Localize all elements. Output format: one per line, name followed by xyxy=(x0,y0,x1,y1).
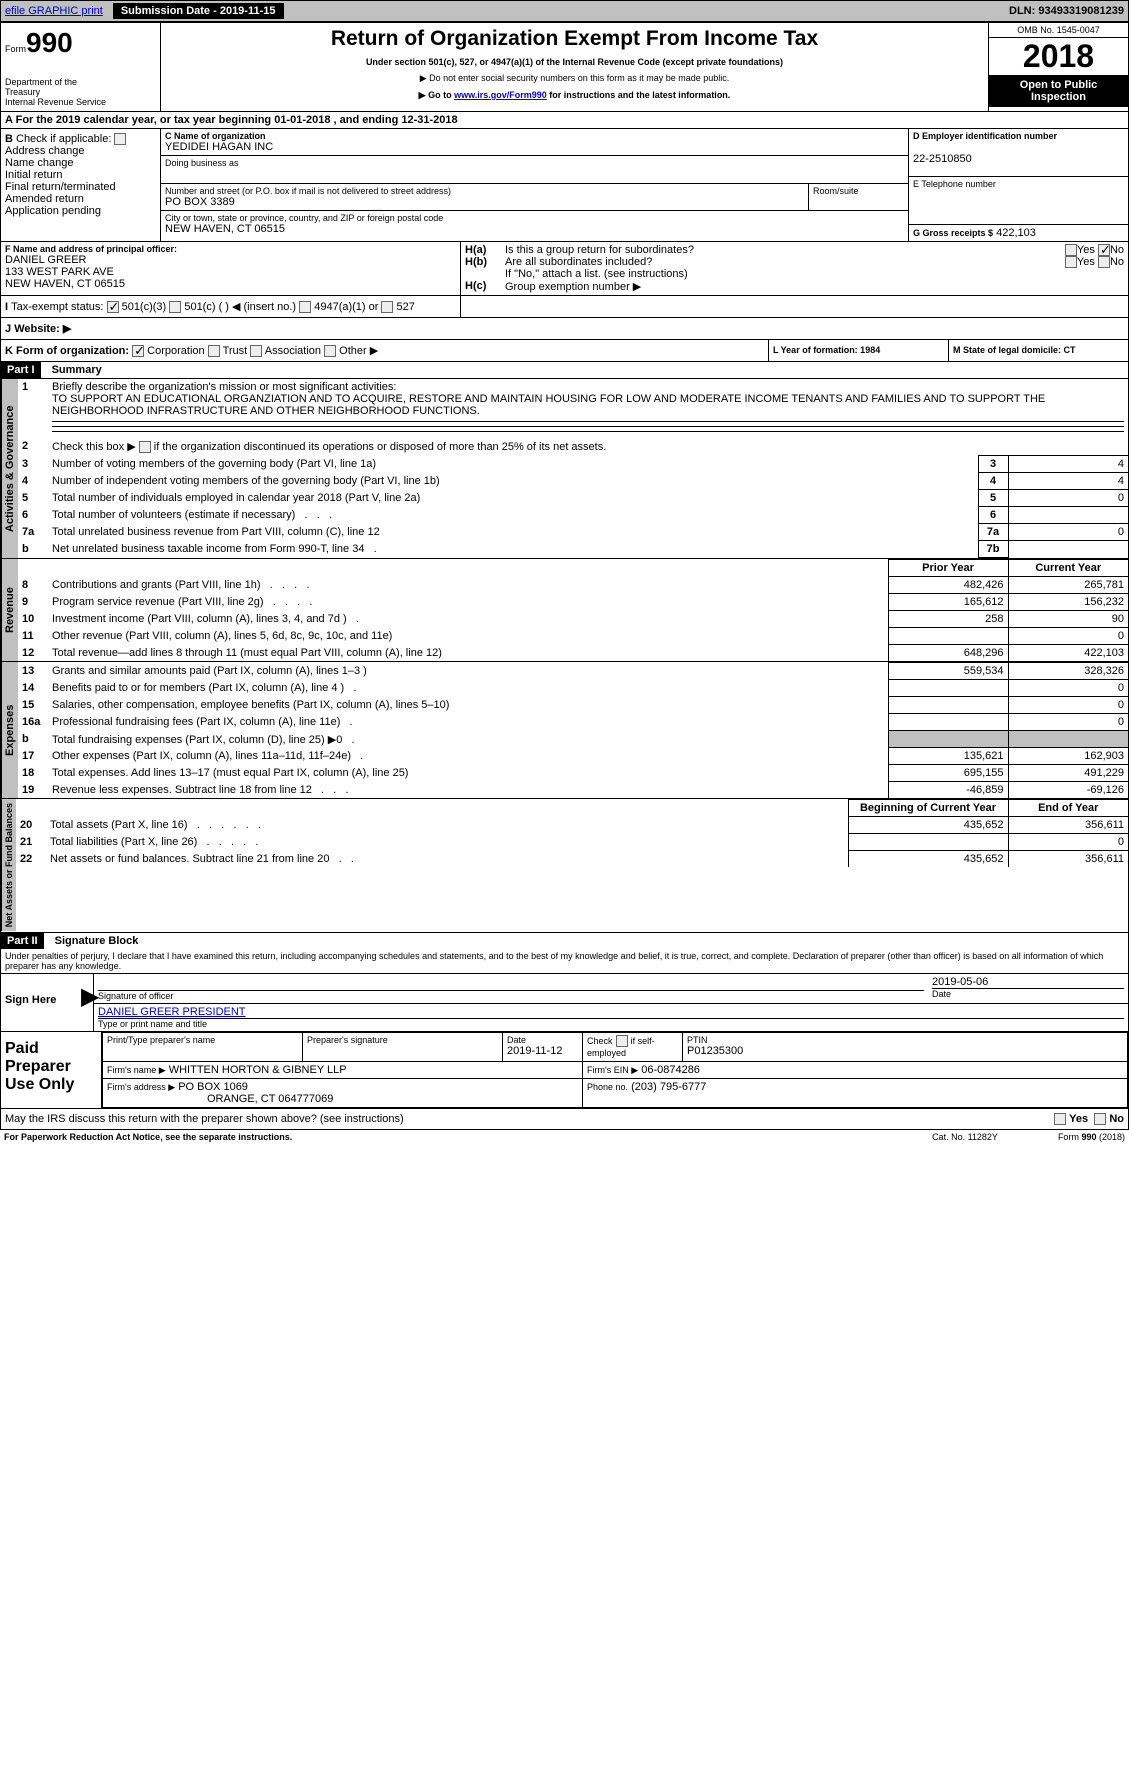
irs-link[interactable]: www.irs.gov/Form990 xyxy=(454,90,547,100)
paid-preparer: Paid Preparer Use Only xyxy=(1,1032,101,1108)
officer-signed[interactable]: DANIEL GREER PRESIDENT xyxy=(98,1006,1124,1018)
form-title: Return of Organization Exempt From Incom… xyxy=(165,27,984,51)
header-bar: efile GRAPHIC print Submission Date - 20… xyxy=(0,0,1129,22)
open-public: Open to Public Inspection xyxy=(989,75,1128,107)
efile-link[interactable]: efile GRAPHIC print xyxy=(5,5,103,17)
firm-name: WHITTEN HORTON & GIBNEY LLP xyxy=(169,1064,347,1076)
dln: DLN: 93493319081239 xyxy=(1009,5,1124,17)
form-label-box: Form990 Department of the Treasury Inter… xyxy=(1,23,161,111)
governance-table: 3Number of voting members of the governi… xyxy=(18,455,1128,558)
form-number: 990 xyxy=(26,27,73,58)
org-name: YEDIDEI HAGAN INC xyxy=(165,141,904,153)
firm-phone: (203) 795-6777 xyxy=(631,1081,706,1093)
year-box: OMB No. 1545-0047 2018 Open to Public In… xyxy=(988,23,1128,111)
penalty-text: Under penalties of perjury, I declare th… xyxy=(1,949,1128,973)
mission-text: TO SUPPORT AN EDUCATIONAL ORGANZIATION A… xyxy=(52,393,1045,417)
officer-name: DANIEL GREER xyxy=(5,254,456,266)
paperwork-notice: For Paperwork Reduction Act Notice, see … xyxy=(4,1132,292,1142)
section-b: B Check if applicable: Address change Na… xyxy=(1,129,161,241)
revenue-table: 8Contributions and grants (Part VIII, li… xyxy=(18,576,1128,661)
sign-here: Sign Here xyxy=(1,974,81,1031)
checkbox[interactable] xyxy=(114,133,126,145)
section-a: For the 2019 calendar year, or tax year … xyxy=(16,114,331,126)
title-section: Return of Organization Exempt From Incom… xyxy=(161,23,988,111)
section-h: H(a)Is this a group return for subordina… xyxy=(461,242,1128,295)
org-street: PO BOX 3389 xyxy=(165,196,804,208)
tax-year: 2018 xyxy=(989,38,1128,75)
submission-date: Submission Date - 2019-11-15 xyxy=(113,3,284,19)
governance-label: Activities & Governance xyxy=(1,379,18,558)
form-footer: Form 990 (2018) xyxy=(1058,1132,1125,1142)
ein: 22-2510850 xyxy=(913,153,972,165)
expenses-table: 13Grants and similar amounts paid (Part … xyxy=(18,662,1128,798)
netassets-table: 20Total assets (Part X, line 16) . . . .… xyxy=(16,816,1128,867)
org-city: NEW HAVEN, CT 06515 xyxy=(165,223,904,235)
gross-receipts: 422,103 xyxy=(996,227,1036,239)
part-ii-header: Part II xyxy=(1,933,44,949)
ptin: P01235300 xyxy=(687,1045,1123,1057)
part-i-header: Part I xyxy=(1,362,41,378)
